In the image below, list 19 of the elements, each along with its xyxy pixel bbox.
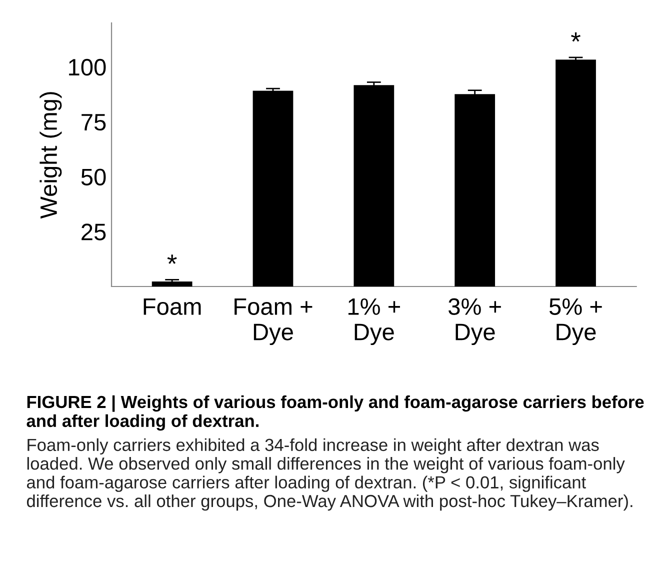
- text: FIGURE 2 | Weights of various foam-only and foam-agarose carriers before and after loading of dextran.: [26, 395, 644, 431]
- x-tick-label: 1% + Dye: [348, 298, 400, 346]
- y-tick-label: 100: [69, 58, 106, 76]
- x-tick-label: 3% + Dye: [448, 298, 501, 346]
- x-tick-label: Foam: [144, 298, 201, 315]
- bar: [556, 60, 596, 286]
- bar: [252, 90, 294, 286]
- annotation: *: [571, 32, 580, 42]
- y-tick-label: 25: [82, 224, 106, 240]
- annotation: *: [167, 254, 177, 264]
- y-axis-title: Weight (mg): [40, 92, 62, 219]
- y-tick-label: 75: [82, 114, 106, 131]
- x-tick-label: 5% + Dye: [549, 298, 602, 346]
- y-tick-label: 50: [81, 168, 106, 186]
- text: Foam-only carriers exhibited a 34-fold increase in weight after dextran was loaded. We observed only small differences in the weight of various foam-only and foam-agarose carriers after loading of dextran. (*P < 0.01, significant difference vs. all other groups, One-Way ANOVA with post-hoc Tukey–Kramer).: [26, 438, 632, 511]
- x-tick-label: Foam + Dye: [234, 298, 312, 346]
- bar: [354, 85, 394, 286]
- bar: [454, 94, 496, 286]
- bar: [152, 281, 192, 286]
